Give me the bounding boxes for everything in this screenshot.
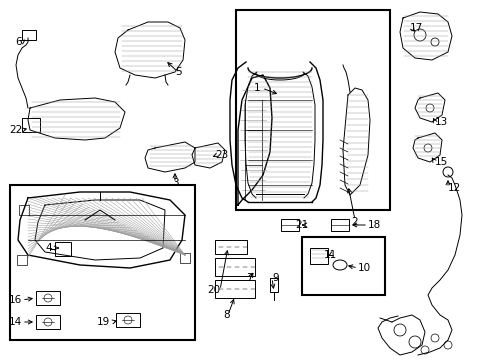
- Text: 23: 23: [215, 150, 228, 160]
- Bar: [22, 30, 36, 40]
- Text: 7: 7: [246, 273, 253, 283]
- Text: 14: 14: [9, 317, 22, 327]
- Bar: [180, 253, 190, 263]
- Text: 12: 12: [448, 183, 461, 193]
- Text: 9: 9: [272, 273, 279, 283]
- Text: 2: 2: [351, 217, 358, 227]
- Bar: [22, 118, 40, 132]
- Text: 17: 17: [410, 23, 423, 33]
- Bar: [19, 205, 29, 215]
- Text: 13: 13: [435, 117, 448, 127]
- Text: 16: 16: [9, 295, 22, 305]
- Text: 3: 3: [172, 178, 178, 188]
- Text: 6: 6: [15, 37, 22, 47]
- Bar: [17, 255, 27, 265]
- Bar: [36, 291, 60, 305]
- Bar: [281, 219, 299, 231]
- Bar: [116, 313, 140, 327]
- Text: 18: 18: [368, 220, 381, 230]
- Bar: [55, 242, 71, 256]
- Bar: [302, 237, 385, 295]
- Text: 5: 5: [175, 67, 181, 77]
- Bar: [270, 278, 278, 292]
- Bar: [215, 258, 255, 276]
- Bar: [10, 185, 195, 340]
- Text: 8: 8: [223, 310, 230, 320]
- Text: 19: 19: [97, 317, 110, 327]
- Text: 20: 20: [207, 285, 220, 295]
- Text: 4: 4: [46, 243, 52, 253]
- Bar: [310, 248, 328, 264]
- Text: 21: 21: [295, 220, 308, 230]
- Bar: [215, 240, 247, 254]
- Text: 15: 15: [435, 157, 448, 167]
- Text: 22: 22: [9, 125, 22, 135]
- Text: 10: 10: [358, 263, 371, 273]
- Bar: [331, 219, 349, 231]
- Bar: [36, 315, 60, 329]
- Bar: [215, 280, 255, 298]
- Text: 11: 11: [323, 250, 337, 260]
- Bar: [236, 10, 390, 210]
- Text: 1: 1: [253, 83, 260, 93]
